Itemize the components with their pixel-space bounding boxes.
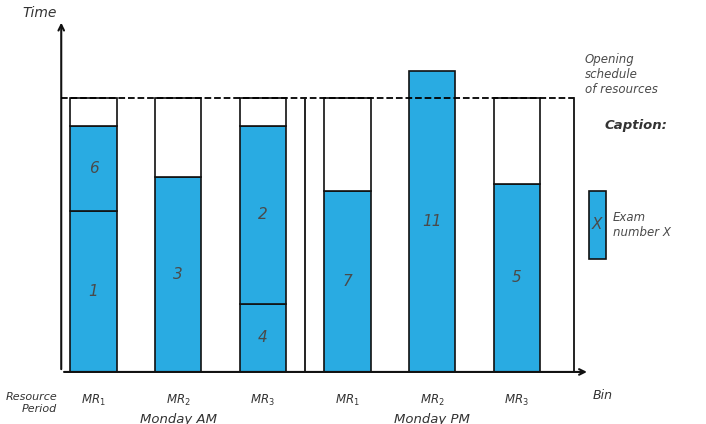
Text: $MR_1$: $MR_1$ bbox=[335, 393, 360, 407]
Text: $MR_2$: $MR_2$ bbox=[166, 393, 191, 407]
Text: 7: 7 bbox=[342, 274, 352, 289]
Text: $MR_1$: $MR_1$ bbox=[81, 393, 106, 407]
Bar bbox=[70, 211, 116, 372]
Bar bbox=[155, 177, 201, 372]
Text: Monday AM: Monday AM bbox=[140, 413, 217, 424]
Text: 3: 3 bbox=[173, 267, 183, 282]
Text: 4: 4 bbox=[258, 330, 268, 345]
Text: Time: Time bbox=[23, 6, 57, 20]
Text: X: X bbox=[592, 218, 603, 232]
Text: Opening
schedule
of resources: Opening schedule of resources bbox=[585, 53, 657, 96]
Bar bbox=[155, 98, 201, 177]
Text: Bin: Bin bbox=[593, 389, 613, 402]
Bar bbox=[493, 98, 540, 184]
Text: 1: 1 bbox=[88, 284, 98, 299]
Bar bbox=[589, 191, 606, 259]
Bar bbox=[70, 126, 116, 211]
Text: 6: 6 bbox=[88, 161, 98, 176]
Text: 11: 11 bbox=[422, 214, 442, 229]
Bar bbox=[493, 184, 540, 372]
Bar bbox=[409, 71, 455, 372]
Text: Monday PM: Monday PM bbox=[394, 413, 470, 424]
Text: $MR_3$: $MR_3$ bbox=[251, 393, 275, 407]
Bar bbox=[70, 98, 116, 126]
Text: Caption:: Caption: bbox=[604, 119, 667, 132]
Bar bbox=[324, 98, 371, 191]
Text: Exam
number X: Exam number X bbox=[613, 211, 671, 239]
Bar bbox=[239, 126, 286, 304]
Text: Resource
Period: Resource Period bbox=[5, 393, 57, 414]
Text: 5: 5 bbox=[512, 271, 522, 285]
Bar bbox=[239, 98, 286, 126]
Text: 2: 2 bbox=[258, 207, 268, 222]
Text: $MR_2$: $MR_2$ bbox=[420, 393, 445, 407]
Bar bbox=[239, 304, 286, 372]
Bar bbox=[324, 191, 371, 372]
Text: $MR_3$: $MR_3$ bbox=[505, 393, 530, 407]
